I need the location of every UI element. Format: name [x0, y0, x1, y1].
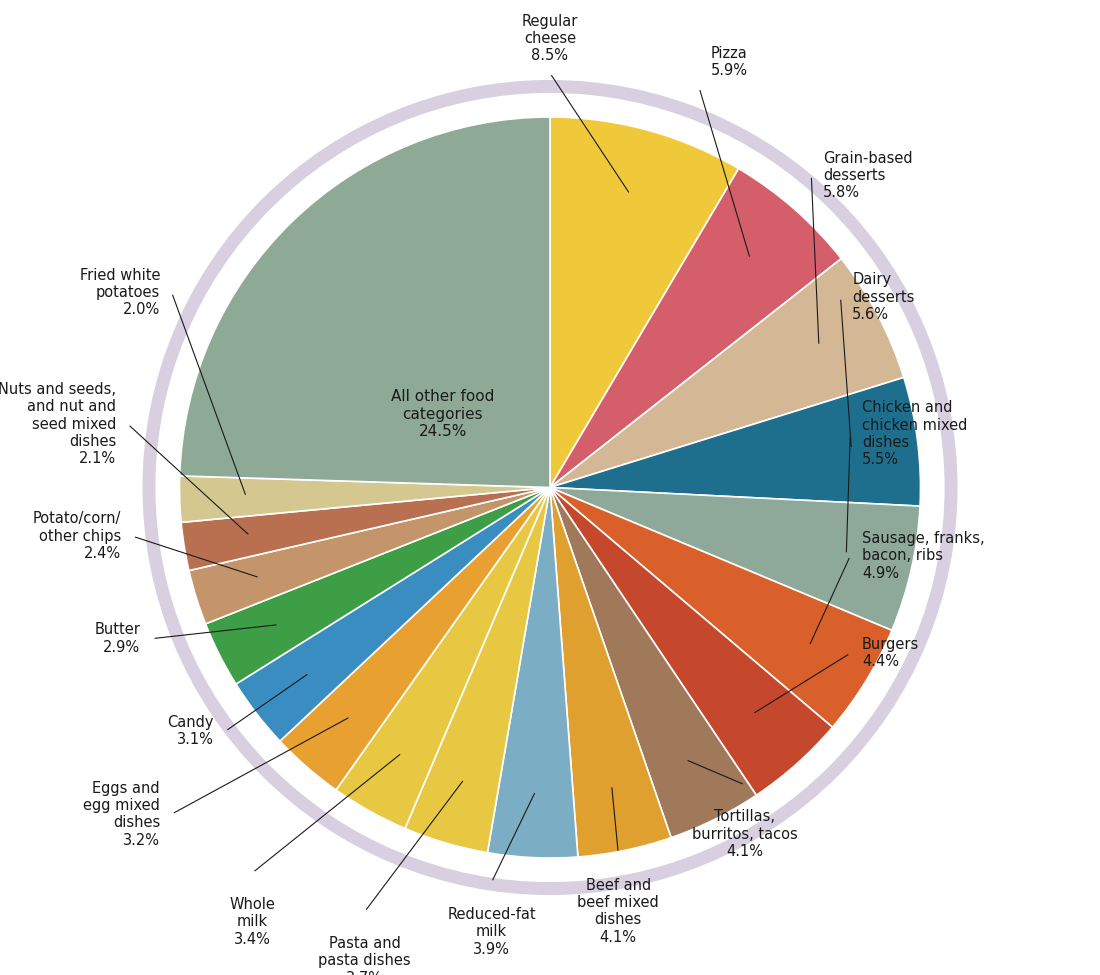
Wedge shape [179, 476, 550, 523]
Wedge shape [550, 117, 738, 488]
Wedge shape [189, 488, 550, 624]
Text: Chicken and
chicken mixed
dishes
5.5%: Chicken and chicken mixed dishes 5.5% [862, 401, 967, 467]
Text: Sausage, franks,
bacon, ribs
4.9%: Sausage, franks, bacon, ribs 4.9% [862, 530, 984, 581]
Text: All other food
categories
24.5%: All other food categories 24.5% [392, 389, 494, 440]
Text: Tortillas,
burritos, tacos
4.1%: Tortillas, burritos, tacos 4.1% [692, 809, 798, 859]
Circle shape [142, 80, 957, 895]
Text: Pizza
5.9%: Pizza 5.9% [711, 46, 748, 78]
Text: Butter
2.9%: Butter 2.9% [95, 622, 141, 655]
Text: Beef and
beef mixed
dishes
4.1%: Beef and beef mixed dishes 4.1% [578, 878, 659, 945]
Text: Burgers
4.4%: Burgers 4.4% [862, 637, 920, 670]
Text: Pasta and
pasta dishes
3.7%: Pasta and pasta dishes 3.7% [318, 936, 411, 975]
Text: Fried white
potatoes
2.0%: Fried white potatoes 2.0% [79, 267, 160, 318]
Circle shape [155, 93, 945, 882]
Wedge shape [206, 488, 550, 684]
Wedge shape [550, 488, 757, 838]
Wedge shape [405, 488, 550, 853]
Text: Dairy
desserts
5.6%: Dairy desserts 5.6% [852, 272, 914, 323]
Wedge shape [550, 169, 842, 488]
Wedge shape [550, 488, 920, 631]
Text: Potato/corn/
other chips
2.4%: Potato/corn/ other chips 2.4% [33, 511, 121, 562]
Text: Grain-based
desserts
5.8%: Grain-based desserts 5.8% [823, 150, 913, 201]
Text: Reduced-fat
milk
3.9%: Reduced-fat milk 3.9% [448, 907, 536, 956]
Wedge shape [550, 377, 921, 506]
Text: Regular
cheese
8.5%: Regular cheese 8.5% [521, 14, 579, 63]
Wedge shape [550, 488, 892, 727]
Wedge shape [182, 488, 550, 570]
Text: Nuts and seeds,
and nut and
seed mixed
dishes
2.1%: Nuts and seeds, and nut and seed mixed d… [0, 382, 117, 466]
Wedge shape [336, 488, 550, 829]
Wedge shape [487, 488, 578, 858]
Wedge shape [550, 488, 833, 796]
Wedge shape [179, 117, 550, 488]
Wedge shape [550, 488, 671, 857]
Wedge shape [235, 488, 550, 741]
Text: Candy
3.1%: Candy 3.1% [167, 715, 213, 748]
Text: Eggs and
egg mixed
dishes
3.2%: Eggs and egg mixed dishes 3.2% [84, 781, 160, 847]
Text: Whole
milk
3.4%: Whole milk 3.4% [230, 897, 276, 947]
Wedge shape [550, 258, 904, 488]
Wedge shape [279, 488, 550, 790]
